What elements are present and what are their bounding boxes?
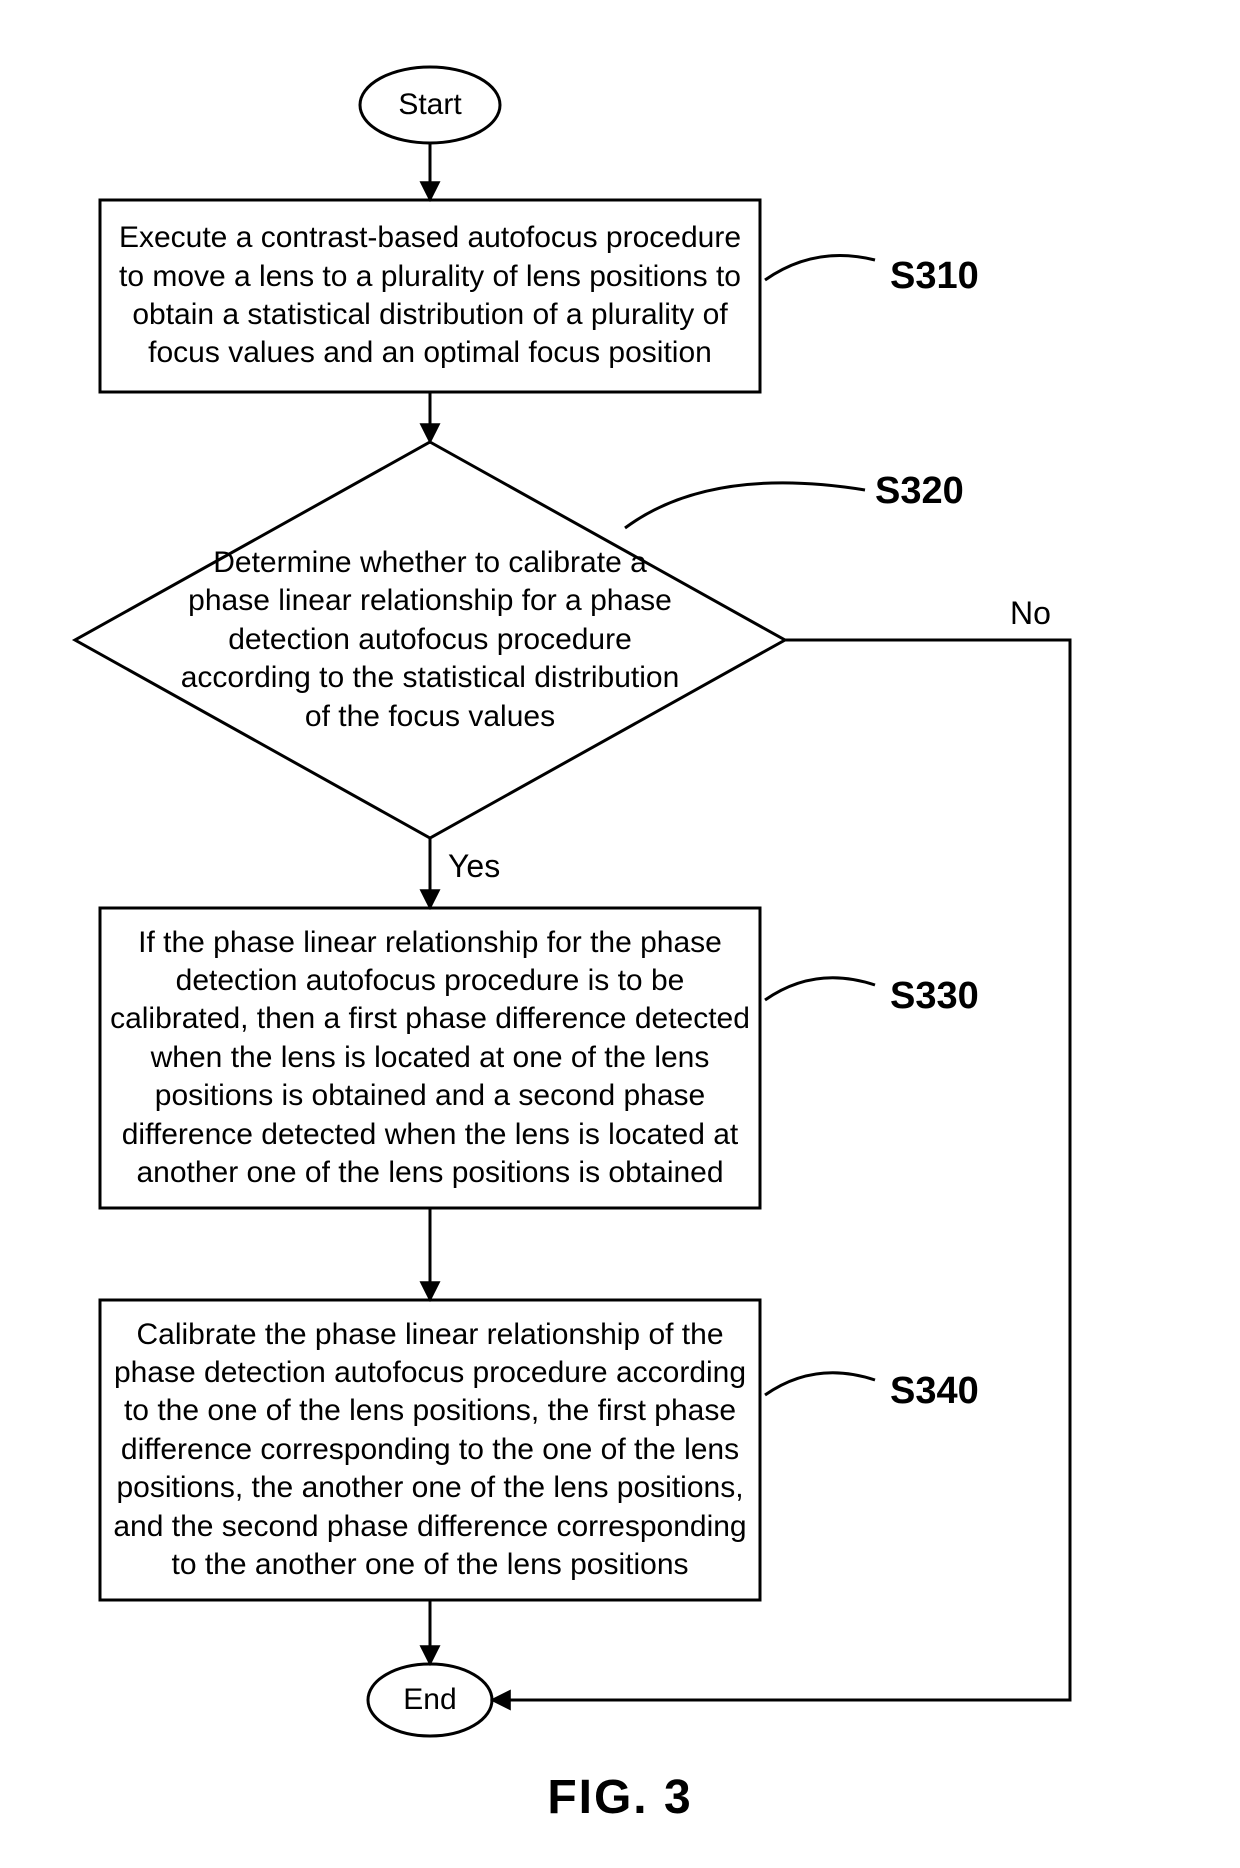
label-s340: S340 [890, 1370, 979, 1413]
s340-content: Calibrate the phase linear relationship … [110, 1316, 750, 1585]
s330-text: If the phase linear relationship for the… [110, 916, 750, 1200]
leader-s340 [765, 1373, 875, 1395]
edge-label-yes: Yes [448, 848, 500, 885]
s320-content: Determine whether to calibrate a phase l… [175, 544, 685, 736]
end-text: End [368, 1664, 492, 1736]
leader-s310 [765, 256, 875, 281]
label-s330: S330 [890, 975, 979, 1018]
s330-content: If the phase linear relationship for the… [110, 924, 750, 1193]
start-label: Start [360, 88, 500, 122]
edge-label-no: No [1010, 595, 1051, 632]
end-label: End [368, 1683, 492, 1717]
s320-text: Determine whether to calibrate a phase l… [175, 495, 685, 785]
s310-content: Execute a contrast-based autofocus proce… [110, 219, 750, 373]
s340-text: Calibrate the phase linear relationship … [110, 1308, 750, 1592]
figure-label: FIG. 3 [0, 1770, 1240, 1825]
leader-s330 [765, 978, 875, 1000]
label-s320: S320 [875, 470, 964, 513]
label-s310: S310 [890, 255, 979, 298]
start-text: Start [360, 67, 500, 143]
s310-text: Execute a contrast-based autofocus proce… [110, 208, 750, 384]
